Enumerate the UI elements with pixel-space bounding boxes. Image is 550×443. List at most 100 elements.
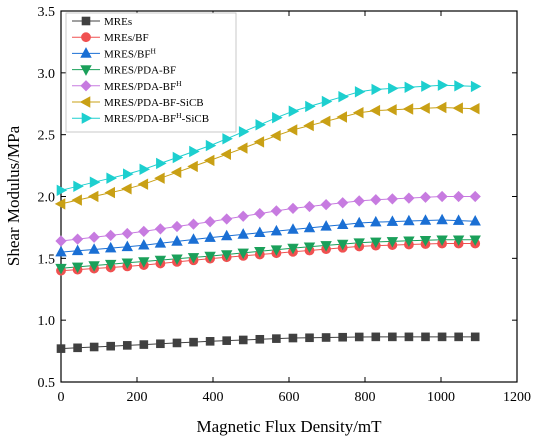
data-point bbox=[138, 225, 150, 238]
data-point bbox=[73, 180, 84, 193]
y-tick-label: 1.5 bbox=[38, 252, 56, 267]
data-point bbox=[237, 210, 249, 222]
legend-marker bbox=[80, 47, 92, 58]
x-tick-label: 1000 bbox=[427, 390, 455, 405]
data-point bbox=[452, 190, 465, 203]
legend-marker bbox=[79, 96, 91, 108]
data-point bbox=[303, 200, 316, 213]
data-point bbox=[419, 191, 432, 203]
data-point bbox=[354, 86, 366, 98]
data-point bbox=[371, 332, 381, 342]
data-point bbox=[204, 216, 216, 228]
data-point bbox=[354, 332, 364, 342]
data-point bbox=[386, 104, 397, 116]
data-point bbox=[73, 343, 82, 353]
data-point bbox=[436, 190, 448, 203]
legend-box bbox=[65, 12, 237, 133]
data-point bbox=[288, 333, 298, 343]
axis-ticks: 0 200 400 600 800 1000 1200 0.5 1.0 1.5 2.0 2.5 3.0 3… bbox=[38, 5, 532, 405]
data-point bbox=[305, 100, 316, 113]
y-axis-title: Shear Modulus/MPa bbox=[4, 125, 23, 266]
data-point bbox=[237, 228, 249, 239]
data-point bbox=[270, 224, 283, 236]
data-point bbox=[122, 341, 132, 350]
data-point bbox=[403, 192, 415, 204]
data-point bbox=[88, 231, 100, 243]
data-point bbox=[88, 261, 100, 272]
data-point bbox=[71, 194, 82, 206]
data-point bbox=[404, 332, 414, 342]
data-point bbox=[187, 253, 200, 264]
legend-marker bbox=[81, 112, 93, 124]
data-point bbox=[452, 235, 465, 247]
data-point bbox=[320, 198, 332, 211]
data-point bbox=[353, 216, 365, 228]
data-point bbox=[303, 221, 316, 233]
legend: MREs MREs/BF MRES/BFH MRES/PDA-BF MRES/PDA-B… bbox=[72, 16, 209, 125]
data-point bbox=[89, 176, 101, 188]
data-point bbox=[386, 215, 399, 226]
y-tick-label: 3.5 bbox=[38, 5, 56, 20]
data-point bbox=[220, 250, 233, 261]
data-point bbox=[319, 115, 331, 128]
data-point bbox=[321, 95, 333, 108]
data-point bbox=[170, 166, 182, 179]
data-point bbox=[56, 184, 68, 197]
data-point bbox=[55, 235, 67, 247]
data-point bbox=[468, 102, 480, 115]
data-point bbox=[156, 157, 167, 170]
y-tick-label: 2.0 bbox=[38, 191, 56, 206]
data-point bbox=[470, 332, 480, 342]
legend-label: MRES/PDA-BF-SiCB bbox=[104, 97, 204, 109]
y-tick-label: 0.5 bbox=[38, 376, 56, 391]
data-point bbox=[187, 218, 200, 230]
data-point bbox=[287, 243, 299, 255]
data-point bbox=[320, 241, 332, 252]
data-point bbox=[469, 190, 481, 203]
data-point bbox=[404, 81, 416, 94]
data-point bbox=[172, 338, 182, 348]
data-point bbox=[437, 79, 449, 91]
data-point bbox=[71, 244, 84, 256]
data-point bbox=[336, 239, 349, 251]
data-point bbox=[370, 215, 382, 227]
data-point bbox=[171, 254, 183, 266]
data-point bbox=[205, 337, 215, 346]
legend-label: MREs/BF bbox=[104, 32, 149, 44]
data-point bbox=[88, 243, 100, 254]
data-point bbox=[272, 111, 283, 124]
legend-marker bbox=[81, 32, 91, 43]
data-point bbox=[370, 237, 382, 249]
data-point bbox=[353, 238, 365, 249]
data-point bbox=[220, 229, 233, 241]
y-tick-label: 2.5 bbox=[38, 129, 56, 144]
data-point bbox=[56, 344, 66, 353]
data-point bbox=[222, 133, 233, 145]
data-point bbox=[189, 337, 198, 347]
data-point bbox=[71, 262, 84, 274]
data-point bbox=[270, 129, 281, 142]
data-point bbox=[106, 172, 117, 184]
data-point bbox=[470, 80, 482, 93]
y-tick-label: 3.0 bbox=[38, 67, 56, 82]
data-point bbox=[419, 236, 432, 247]
data-point bbox=[222, 336, 231, 345]
data-point bbox=[238, 335, 248, 345]
data-point bbox=[171, 220, 183, 233]
data-point bbox=[123, 168, 134, 180]
data-point bbox=[337, 197, 349, 209]
data-point bbox=[254, 247, 266, 258]
data-point bbox=[336, 218, 349, 229]
data-point bbox=[254, 226, 266, 237]
data-point bbox=[121, 258, 134, 270]
data-point bbox=[71, 233, 84, 245]
data-point bbox=[388, 82, 399, 95]
data-point bbox=[154, 237, 167, 248]
data-point bbox=[270, 205, 283, 217]
data-point bbox=[419, 214, 432, 225]
data-point bbox=[172, 151, 184, 164]
data-point bbox=[55, 245, 67, 257]
x-tick-label: 200 bbox=[127, 390, 148, 405]
data-point bbox=[336, 111, 348, 123]
